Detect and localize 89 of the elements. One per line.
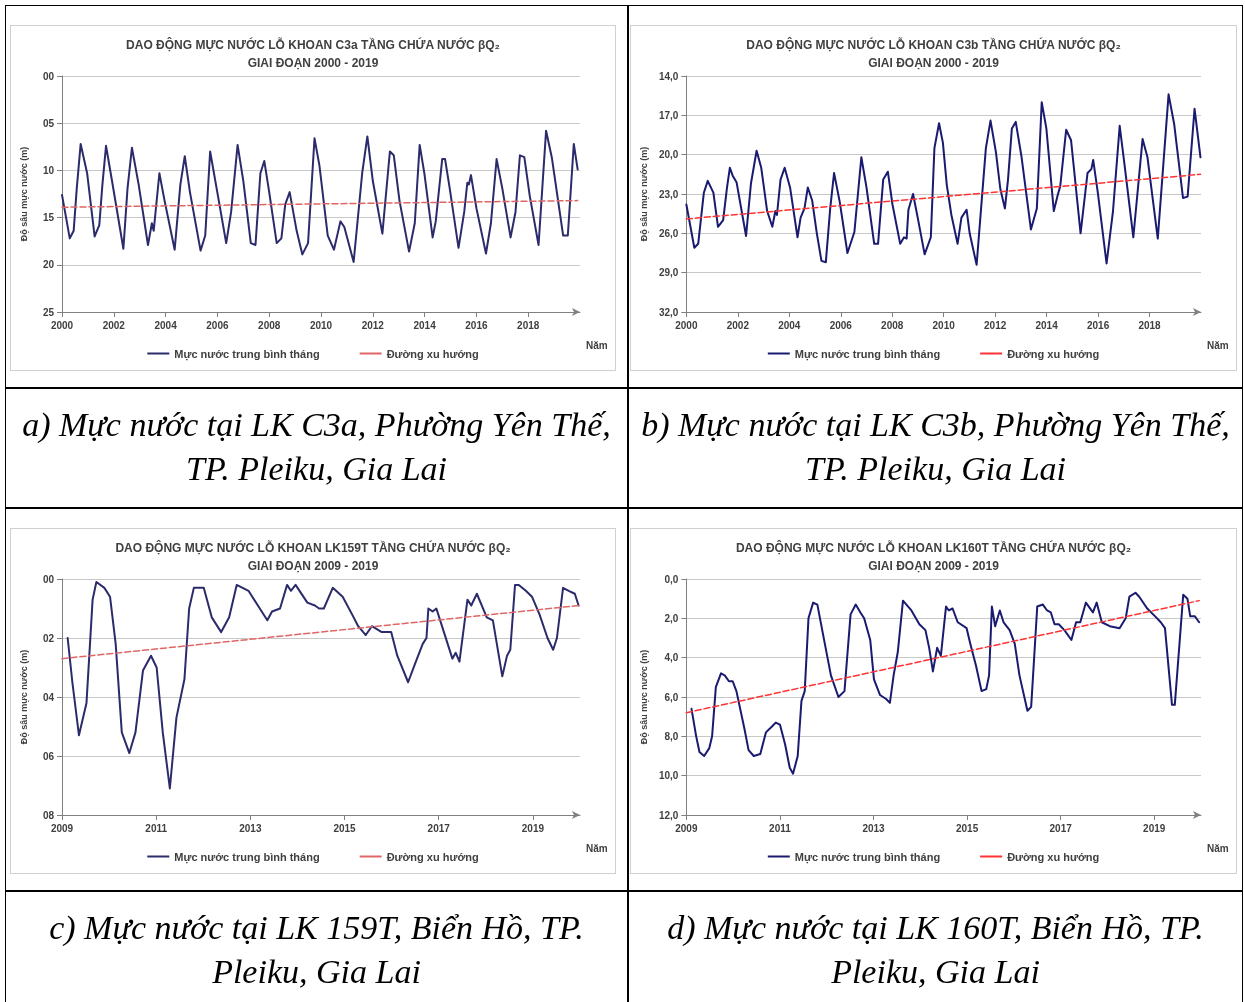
chart-title: DAO ĐỘNG MỰC NƯỚC LỖ KHOAN C3b TẦNG CHỨA NƯỚC βQ₂ bbox=[746, 37, 1121, 52]
x-tick-label: 2006 bbox=[829, 319, 853, 331]
x-tick-label: 2011 bbox=[145, 822, 168, 834]
x-tick-label: 2017 bbox=[1049, 822, 1073, 834]
text: a) Mực nước tại LK C3a, Phường Yên Thế, TP. Pleiku, Gia Lai bbox=[21, 405, 612, 489]
y-tick-label: 23,0 bbox=[658, 188, 679, 200]
x-tick-label: 2004 bbox=[154, 319, 178, 331]
x-tick-label: 2018 bbox=[1138, 319, 1162, 331]
x-tick-label: 2011 bbox=[769, 822, 792, 834]
x-axis-title: Năm bbox=[586, 339, 608, 351]
x-axis-title: Năm bbox=[586, 842, 608, 854]
y-axis-title: Độ sâu mực nước (m) bbox=[18, 146, 29, 242]
line-series bbox=[685, 93, 1202, 266]
x-tick-label: 2010 bbox=[932, 319, 956, 331]
x-tick-label: 2014 bbox=[413, 319, 437, 331]
x-tick-label: 2006 bbox=[206, 319, 229, 331]
legend-label: Mực nước trung bình tháng bbox=[174, 347, 320, 361]
y-axis-title: Độ sâu mực nước (m) bbox=[638, 146, 649, 242]
y-tick-label: 8,0 bbox=[664, 730, 679, 742]
x-tick-label: 2012 bbox=[361, 319, 385, 331]
chart-subtitle: GIAI ĐOẠN 2000 - 2019 bbox=[868, 56, 1000, 70]
x-tick-label: 2015 bbox=[333, 822, 357, 834]
x-tick-label: 2016 bbox=[1086, 319, 1110, 331]
legend-label: Mực nước trung bình tháng bbox=[174, 850, 320, 864]
x-tick-label: 2013 bbox=[239, 822, 262, 834]
y-tick-label: 15 bbox=[42, 212, 55, 224]
x-tick-label: 2008 bbox=[258, 319, 281, 331]
y-tick-label: 25 bbox=[42, 306, 55, 318]
y-tick-label: 26,0 bbox=[658, 227, 679, 239]
text: d) Mực nước tại LK 160T, Biển Hồ, TP. Pleiku, Gia Lai bbox=[666, 908, 1205, 992]
chart-subtitle: GIAI ĐOẠN 2000 - 2019 bbox=[247, 56, 379, 70]
x-tick-label: 2004 bbox=[778, 319, 801, 331]
y-axis-title: Độ sâu mực nước (m) bbox=[18, 649, 29, 745]
x-tick-label: 2014 bbox=[1035, 319, 1059, 331]
y-tick-label: 00 bbox=[42, 70, 55, 82]
y-tick-label: 14,0 bbox=[658, 70, 679, 82]
x-tick-label: 2012 bbox=[984, 319, 1007, 331]
x-axis-title: Năm bbox=[1207, 842, 1229, 854]
y-tick-label: 02 bbox=[42, 632, 55, 644]
x-tick-label: 2019 bbox=[1143, 822, 1166, 834]
chart-title: DAO ĐỘNG MỰC NƯỚC LỖ KHOAN C3a TẦNG CHỨA NƯỚC βQ₂ bbox=[126, 37, 500, 52]
x-tick-label: 2010 bbox=[309, 319, 333, 331]
y-tick-label: 29,0 bbox=[658, 267, 679, 279]
y-tick-label: 10 bbox=[42, 164, 55, 176]
y-tick-label: 0,0 bbox=[664, 573, 679, 585]
x-tick-label: 2009 bbox=[50, 822, 74, 834]
y-tick-label: 06 bbox=[42, 750, 55, 762]
x-tick-label: 2002 bbox=[726, 319, 750, 331]
x-axis-title: Năm bbox=[1207, 339, 1229, 351]
text: b) Mực nước tại LK C3b, Phường Yên Thế, TP. Pleiku, Gia Lai bbox=[640, 405, 1231, 489]
x-tick-label: 2019 bbox=[521, 822, 545, 834]
legend-label: Mực nước trung bình tháng bbox=[794, 850, 941, 864]
x-tick-label: 2015 bbox=[955, 822, 979, 834]
chart-title: DAO ĐỘNG MỰC NƯỚC LỖ KHOAN LK159T TẦNG CHỨA NƯỚC βQ₂ bbox=[115, 540, 511, 555]
x-tick-label: 2018 bbox=[517, 319, 540, 331]
y-tick-label: 2,0 bbox=[664, 612, 679, 624]
x-tick-label: 2000 bbox=[675, 319, 698, 331]
y-tick-label: 00 bbox=[42, 573, 55, 585]
x-tick-label: 2013 bbox=[862, 822, 886, 834]
chart-subtitle: GIAI ĐOẠN 2009 - 2019 bbox=[247, 559, 379, 573]
y-tick-label: 32,0 bbox=[658, 306, 679, 318]
y-tick-label: 05 bbox=[42, 117, 55, 129]
y-tick-label: 17,0 bbox=[658, 109, 679, 121]
x-tick-label: 2002 bbox=[102, 319, 126, 331]
x-tick-label: 2000 bbox=[50, 319, 74, 331]
legend-label: Đường xu hướng bbox=[1007, 347, 1100, 360]
y-axis-title: Độ sâu mực nước (m) bbox=[638, 649, 649, 745]
x-tick-label: 2009 bbox=[675, 822, 698, 834]
legend-label: Đường xu hướng bbox=[386, 850, 479, 863]
x-tick-label: 2017 bbox=[427, 822, 451, 834]
legend-label: Mực nước trung bình tháng bbox=[794, 347, 941, 361]
legend-label: Đường xu hướng bbox=[386, 347, 479, 360]
y-tick-label: 10,0 bbox=[658, 770, 679, 782]
y-tick-label: 08 bbox=[42, 809, 55, 821]
x-tick-label: 2016 bbox=[465, 319, 488, 331]
line-series bbox=[690, 591, 1201, 775]
y-tick-label: 6,0 bbox=[664, 691, 679, 703]
y-tick-label: 12,0 bbox=[658, 809, 679, 821]
y-tick-label: 04 bbox=[42, 691, 55, 703]
line-series bbox=[66, 580, 580, 790]
x-tick-label: 2008 bbox=[881, 319, 904, 331]
line-series bbox=[61, 129, 579, 263]
y-tick-label: 4,0 bbox=[664, 652, 679, 664]
y-tick-label: 20,0 bbox=[658, 149, 679, 161]
y-tick-label: 20 bbox=[42, 259, 55, 271]
chart-subtitle: GIAI ĐOẠN 2009 - 2019 bbox=[868, 559, 1000, 573]
legend-label: Đường xu hướng bbox=[1007, 850, 1100, 863]
chart-title: DAO ĐỘNG MỰC NƯỚC LỖ KHOAN LK160T TẦNG CHỨA NƯỚC βQ₂ bbox=[735, 540, 1132, 555]
text: c) Mực nước tại LK 159T, Biển Hồ, TP. Pleiku, Gia Lai bbox=[48, 908, 585, 992]
